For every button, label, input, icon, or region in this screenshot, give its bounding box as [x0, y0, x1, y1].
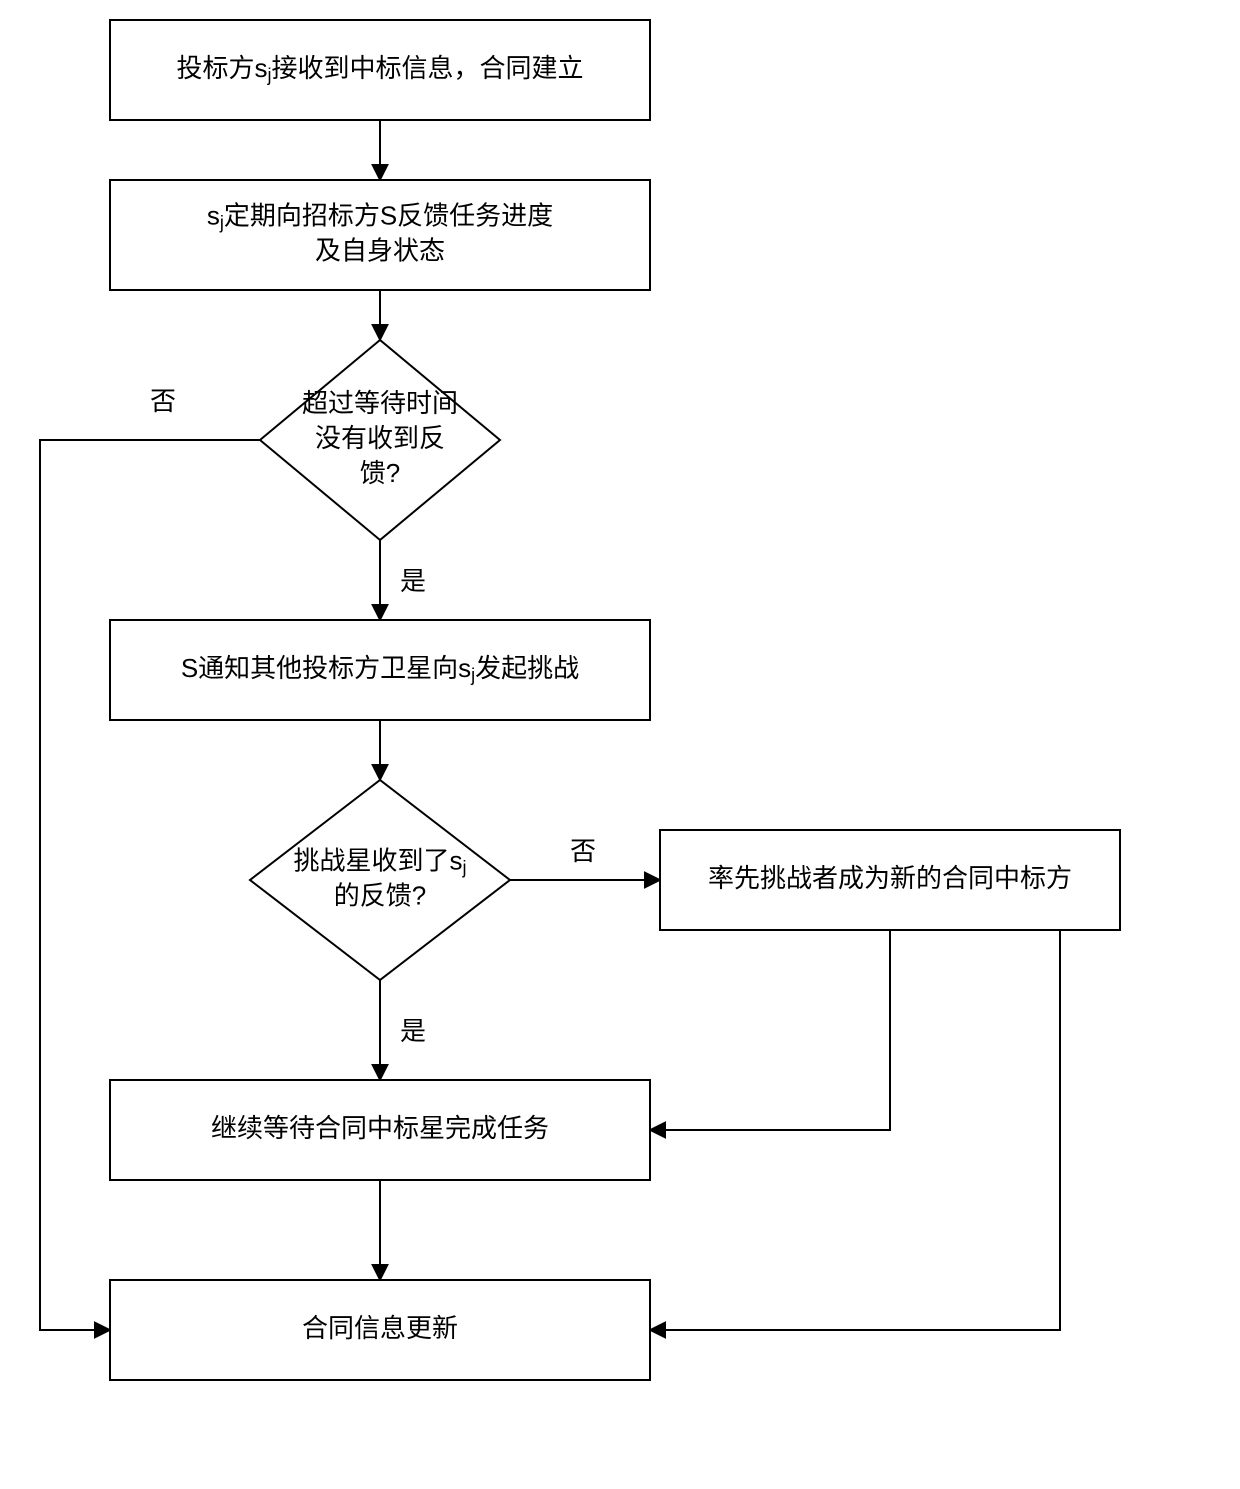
node-n3: S通知其他投标方卫星向sj发起挑战 [110, 620, 650, 720]
nodes: 投标方sj接收到中标信息，合同建立 sj定期向招标方S反馈任务进度及自身状态超过等… [110, 20, 1120, 1380]
edge-label-d1-n3: 是 [400, 566, 426, 596]
edge-n4-n5 [650, 930, 890, 1130]
edge-label-d2-n4: 否 [570, 836, 596, 866]
edge-d1-n6 [40, 440, 260, 1330]
node-n1-line0: 投标方sj接收到中标信息，合同建立 [176, 53, 583, 85]
node-d1: 超过等待时间没有收到反馈? [260, 340, 500, 540]
node-n2-line0: sj定期向招标方S反馈任务进度 [207, 200, 553, 232]
node-d1-line0: 超过等待时间 [302, 388, 458, 418]
node-n6-line0: 合同信息更新 [302, 1313, 458, 1343]
node-d2-line0: 挑战星收到了sj [293, 845, 466, 877]
node-d1-line2: 馈? [360, 458, 400, 488]
node-n2-line1: 及自身状态 [315, 235, 445, 265]
node-n4-line0: 率先挑战者成为新的合同中标方 [708, 863, 1072, 893]
node-d2: 挑战星收到了sj的反馈? [250, 780, 510, 980]
node-d1-line1: 没有收到反 [315, 423, 445, 453]
node-n3-line0: S通知其他投标方卫星向sj发起挑战 [181, 653, 579, 685]
node-n5: 继续等待合同中标星完成任务 [110, 1080, 650, 1180]
node-n5-line0: 继续等待合同中标星完成任务 [211, 1113, 549, 1143]
edge-label-d2-n5: 是 [400, 1016, 426, 1046]
node-d2-line1: 的反馈? [334, 880, 426, 910]
node-n6: 合同信息更新 [110, 1280, 650, 1380]
node-n1: 投标方sj接收到中标信息，合同建立 [110, 20, 650, 120]
node-n4: 率先挑战者成为新的合同中标方 [660, 830, 1120, 930]
node-n2: sj定期向招标方S反馈任务进度及自身状态 [110, 180, 650, 290]
edge-label-d1-n6: 否 [150, 386, 176, 416]
flowchart-diagram: 是否是否投标方sj接收到中标信息，合同建立sj定期向招标方S反馈任务进度及自身状… [0, 0, 1240, 1489]
